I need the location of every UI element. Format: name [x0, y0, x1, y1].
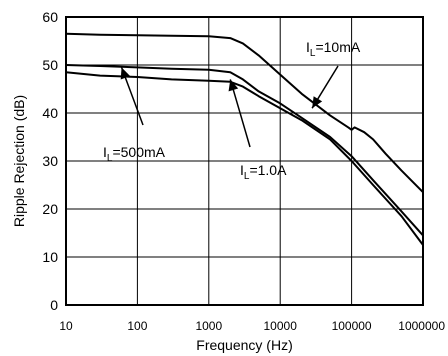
- y-tick-label: 40: [42, 105, 58, 121]
- x-tick-label: 1000000: [398, 319, 445, 333]
- y-tick-label: 10: [42, 249, 58, 265]
- y-tick-label: 20: [42, 201, 58, 217]
- annotation-arrow-head: [312, 96, 323, 109]
- series-lines: [65, 32, 424, 246]
- annotation-label: IL=1.0A: [240, 162, 287, 182]
- annotation-arrow-shaft: [229, 79, 251, 148]
- x-axis-title: Frequency (Hz): [196, 337, 292, 353]
- annotation-label: IL=500mA: [103, 144, 166, 164]
- annotations: IL=10mA IL=500mA IL=1.0A: [103, 39, 361, 182]
- y-axis-title: Ripple Rejection (dB): [11, 95, 27, 227]
- y-tick-label: 30: [42, 153, 58, 169]
- x-tick-label: 10000: [264, 319, 298, 333]
- y-tick-label: 0: [50, 297, 58, 313]
- series-line-1a: [65, 71, 424, 246]
- annotation-1a: IL=1.0A: [228, 79, 287, 182]
- y-tick-label: 50: [42, 57, 58, 73]
- plot-frame: [65, 16, 424, 306]
- annotation-500ma: IL=500mA: [103, 67, 166, 164]
- x-tick-label: 100000: [332, 319, 372, 333]
- y-tick-labels: 0 10 20 30 40 50 60: [42, 9, 58, 313]
- x-tick-label: 10: [59, 319, 73, 333]
- x-tick-labels: 10 100 1000 10000 100000 1000000: [59, 319, 445, 333]
- annotation-arrow-head: [228, 79, 239, 92]
- annotation-arrow-head: [120, 67, 131, 80]
- annotation-label: IL=10mA: [306, 39, 361, 59]
- x-tick-label: 1000: [195, 319, 222, 333]
- grid: [65, 16, 424, 306]
- y-tick-label: 60: [42, 9, 58, 25]
- series-line-500ma: [65, 64, 424, 237]
- x-tick-label: 100: [127, 319, 147, 333]
- annotation-10ma: IL=10mA: [306, 39, 361, 109]
- series-line-10ma: [65, 32, 424, 193]
